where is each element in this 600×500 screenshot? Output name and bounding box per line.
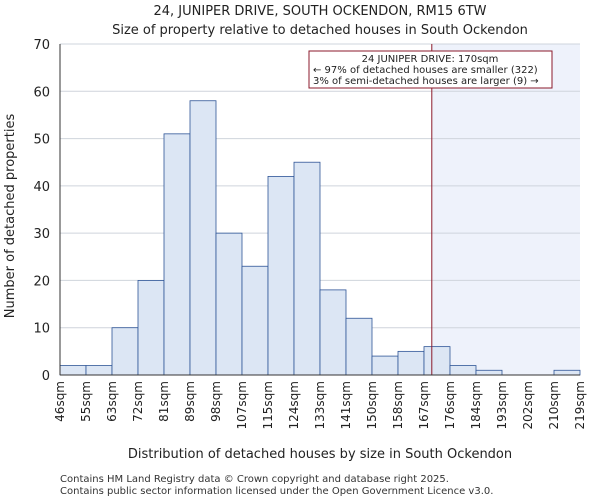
chart-title: 24, JUNIPER DRIVE, SOUTH OCKENDON, RM15 … <box>153 4 486 19</box>
footer-line-2: Contains public sector information licen… <box>60 486 493 497</box>
x-tick-label: 150sqm <box>365 381 379 429</box>
bar <box>137 280 165 376</box>
bar <box>163 133 191 376</box>
bar <box>319 289 347 376</box>
bar <box>371 355 399 376</box>
x-tick-label: 107sqm <box>235 381 249 429</box>
bar <box>553 369 581 376</box>
y-tick-label: 20 <box>33 274 50 289</box>
bar <box>293 161 321 376</box>
bar <box>241 265 269 376</box>
annotation-line-3: 3% of semi-detached houses are larger (9… <box>313 76 539 87</box>
bar <box>423 346 451 376</box>
x-axis-label: Distribution of detached houses by size … <box>128 447 512 462</box>
larger-region-shade <box>431 44 580 375</box>
x-tick-label: 184sqm <box>469 381 483 429</box>
x-tick-label: 115sqm <box>261 381 275 429</box>
bar <box>215 232 243 376</box>
bar <box>85 365 113 376</box>
x-tick-label: 46sqm <box>53 381 67 422</box>
x-tick-label: 176sqm <box>443 381 457 429</box>
x-tick-label: 98sqm <box>209 381 223 422</box>
x-tick-label: 193sqm <box>495 381 509 429</box>
x-tick-label: 55sqm <box>79 381 93 422</box>
bar <box>59 365 87 376</box>
x-tick-label: 158sqm <box>391 381 405 429</box>
x-tick-label: 141sqm <box>339 381 353 429</box>
y-tick-labels: 0 10 20 30 40 50 60 70 <box>33 38 50 384</box>
x-tick-label: 81sqm <box>157 381 171 422</box>
annotation-line-2: ← 97% of detached houses are smaller (32… <box>313 65 538 76</box>
bar <box>475 369 503 376</box>
y-tick-label: 50 <box>33 133 50 148</box>
annotation: 24 JUNIPER DRIVE: 170sqm ← 97% of detach… <box>308 50 553 89</box>
y-tick-label: 40 <box>33 180 50 195</box>
x-tick-label: 72sqm <box>131 381 145 422</box>
annotation-line-1: 24 JUNIPER DRIVE: 170sqm <box>362 54 499 65</box>
annotation-box <box>308 50 553 89</box>
x-tick-label: 219sqm <box>573 381 587 429</box>
bar <box>449 365 477 376</box>
bars <box>59 100 581 376</box>
chart-subtitle: Size of property relative to detached ho… <box>112 23 528 38</box>
x-tick-label: 63sqm <box>105 381 119 422</box>
x-tick-label: 89sqm <box>183 381 197 422</box>
y-tick-label: 30 <box>33 227 50 242</box>
x-tick-label: 202sqm <box>521 381 535 429</box>
x-tick-labels: 46sqm 55sqm 63sqm 72sqm 81sqm 89sqm 98sqm 107sq… <box>53 381 587 429</box>
bar <box>267 175 295 376</box>
x-tick-label: 133sqm <box>313 381 327 429</box>
y-tick-label: 10 <box>33 322 50 337</box>
bar <box>345 317 373 376</box>
bar <box>397 350 425 376</box>
y-axis-label: Number of detached properties <box>3 114 18 319</box>
footer-line-1: Contains HM Land Registry data © Crown c… <box>60 474 449 485</box>
plot-area: 0 10 20 30 40 50 60 70 46sqm 55sqm 63sqm 72sqm 81sq… <box>33 38 587 429</box>
bar <box>189 100 217 376</box>
x-tick-label: 210sqm <box>547 381 561 429</box>
bar <box>111 327 139 376</box>
y-tick-label: 0 <box>42 369 50 384</box>
x-tick-label: 167sqm <box>417 381 431 429</box>
x-tick-label: 124sqm <box>287 381 301 429</box>
y-tick-label: 60 <box>33 85 50 100</box>
y-tick-label: 70 <box>33 38 50 53</box>
